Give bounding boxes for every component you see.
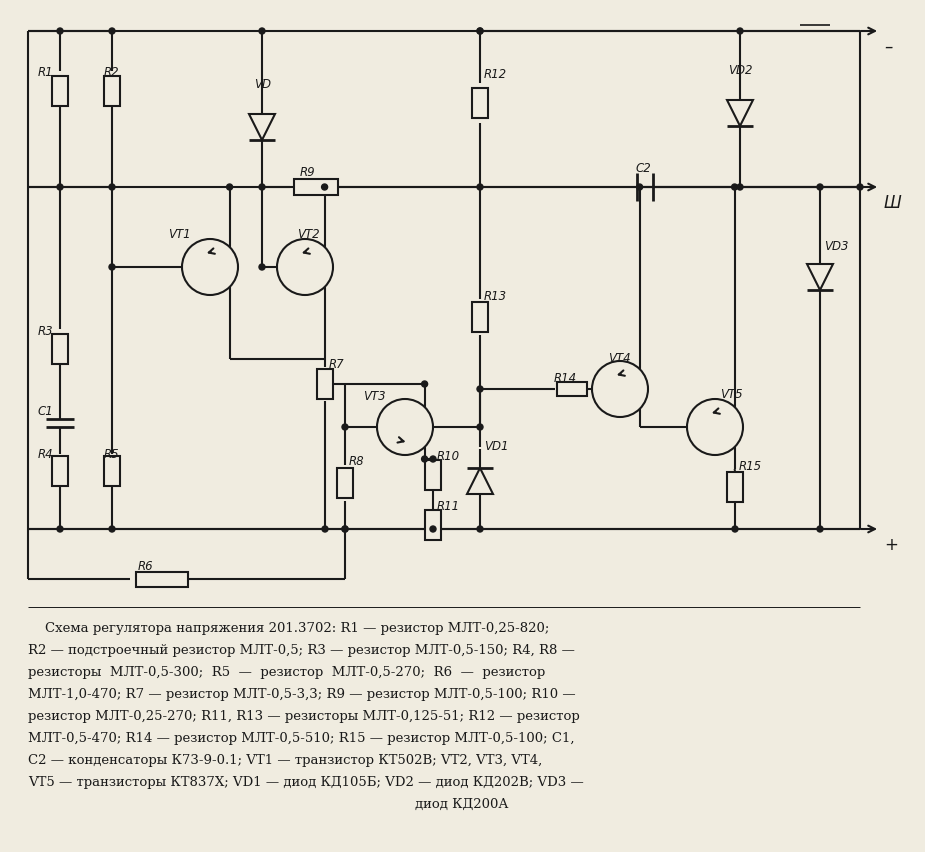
Text: R3: R3 [38, 325, 54, 337]
Circle shape [342, 527, 348, 532]
Bar [104, 77, 120, 106]
Text: R4: R4 [38, 447, 54, 460]
Text: VD1: VD1 [484, 440, 509, 452]
Text: Ш: Ш [884, 193, 902, 212]
Bar [52, 335, 68, 365]
Text: C2: C2 [635, 162, 651, 175]
Polygon shape [807, 265, 833, 291]
Text: +: + [884, 535, 898, 553]
Bar [425, 460, 441, 491]
Circle shape [227, 185, 232, 191]
Circle shape [109, 265, 115, 271]
Bar [317, 370, 333, 400]
Text: VT2: VT2 [297, 227, 320, 241]
Circle shape [109, 527, 115, 532]
Text: VD3: VD3 [824, 239, 848, 253]
Polygon shape [249, 115, 275, 141]
Bar [557, 383, 587, 396]
Circle shape [109, 185, 115, 191]
Circle shape [857, 185, 863, 191]
Text: R11: R11 [437, 499, 460, 512]
Circle shape [322, 527, 328, 532]
Bar [52, 77, 68, 106]
Text: VT5: VT5 [720, 388, 743, 400]
Text: –: – [884, 38, 893, 56]
Text: резистор МЛТ-0,25-270; R11, R13 — резисторы МЛТ-0,125-51; R12 — резистор: резистор МЛТ-0,25-270; R11, R13 — резист… [28, 709, 580, 722]
Polygon shape [467, 469, 493, 494]
Circle shape [430, 527, 436, 532]
Bar [52, 457, 68, 486]
Text: МЛТ-1,0-470; R7 — резистор МЛТ-0,5-3,3; R9 — резистор МЛТ-0,5-100; R10 —: МЛТ-1,0-470; R7 — резистор МЛТ-0,5-3,3; … [28, 688, 575, 700]
Circle shape [182, 239, 238, 296]
Text: R9: R9 [300, 166, 315, 179]
Bar [727, 473, 743, 503]
Circle shape [477, 185, 483, 191]
Circle shape [636, 185, 643, 191]
Text: R13: R13 [484, 290, 507, 302]
Circle shape [687, 400, 743, 456]
Circle shape [737, 29, 743, 35]
Circle shape [477, 387, 483, 393]
Text: R15: R15 [739, 459, 762, 473]
Text: диод КД200А: диод КД200А [415, 797, 509, 810]
Circle shape [277, 239, 333, 296]
Circle shape [422, 457, 427, 463]
Text: R10: R10 [437, 450, 460, 463]
Text: C1: C1 [38, 405, 54, 417]
Text: C2 — конденсаторы К73-9-0.1; VT1 — транзистор КТ502В; VT2, VT3, VT4,: C2 — конденсаторы К73-9-0.1; VT1 — транз… [28, 753, 542, 766]
Circle shape [732, 527, 738, 532]
Circle shape [477, 424, 483, 430]
Circle shape [422, 382, 427, 388]
Text: R8: R8 [349, 454, 364, 468]
Text: VD: VD [254, 78, 271, 91]
Circle shape [57, 527, 63, 532]
Text: R6: R6 [138, 560, 154, 573]
Text: R1: R1 [38, 66, 54, 79]
Text: R14: R14 [554, 371, 577, 384]
Text: R2: R2 [104, 66, 119, 79]
Circle shape [322, 185, 327, 191]
Bar [472, 302, 488, 332]
Text: резисторы  МЛТ-0,5-300;  R5  —  резистор  МЛТ-0,5-270;  R6  —  резистор: резисторы МЛТ-0,5-300; R5 — резистор МЛТ… [28, 665, 545, 678]
Bar [136, 572, 188, 587]
Bar [425, 510, 441, 540]
Polygon shape [727, 101, 753, 127]
Circle shape [817, 527, 823, 532]
Bar [337, 469, 353, 498]
Text: R2 — подстроечный резистор МЛТ-0,5; R3 — резистор МЛТ-0,5-150; R4, R8 —: R2 — подстроечный резистор МЛТ-0,5; R3 —… [28, 643, 574, 656]
Circle shape [259, 185, 265, 191]
Text: R7: R7 [329, 358, 345, 371]
Bar [472, 89, 488, 119]
Text: R5: R5 [104, 447, 119, 460]
Text: VT4: VT4 [608, 352, 631, 365]
Circle shape [377, 400, 433, 456]
Text: МЛТ-0,5-470; R14 — резистор МЛТ-0,5-510; R15 — резистор МЛТ-0,5-100; C1,: МЛТ-0,5-470; R14 — резистор МЛТ-0,5-510;… [28, 731, 574, 744]
Bar [294, 180, 338, 196]
Circle shape [732, 185, 737, 191]
Text: VD2: VD2 [728, 64, 753, 77]
Circle shape [737, 185, 743, 191]
Circle shape [477, 29, 483, 35]
Circle shape [592, 361, 648, 417]
Circle shape [259, 265, 265, 271]
Text: VT3: VT3 [363, 389, 386, 402]
Circle shape [259, 29, 265, 35]
Circle shape [342, 527, 348, 532]
Text: VT1: VT1 [168, 227, 191, 241]
Circle shape [477, 527, 483, 532]
Circle shape [57, 29, 63, 35]
Circle shape [817, 185, 823, 191]
Circle shape [342, 424, 348, 430]
Circle shape [477, 29, 483, 35]
Circle shape [57, 185, 63, 191]
Circle shape [430, 457, 436, 463]
Bar [104, 457, 120, 486]
Text: VT5 — транзисторы КТ837Х; VD1 — диод КД105Б; VD2 — диод КД202В; VD3 —: VT5 — транзисторы КТ837Х; VD1 — диод КД1… [28, 775, 584, 788]
Text: R12: R12 [484, 68, 507, 81]
Circle shape [109, 29, 115, 35]
Text: Схема регулятора напряжения 201.3702: R1 — резистор МЛТ-0,25-820;: Схема регулятора напряжения 201.3702: R1… [28, 621, 549, 634]
